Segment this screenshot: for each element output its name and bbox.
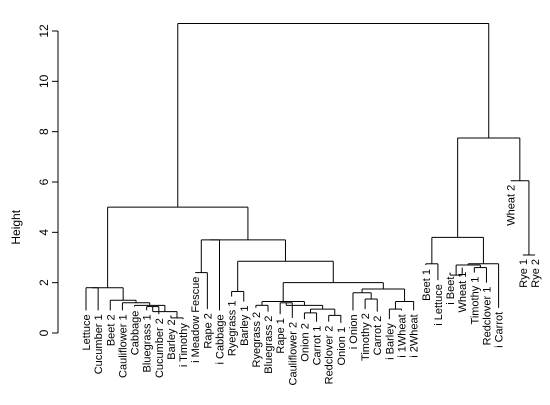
leaf-label: Ryegrass 2	[251, 312, 263, 368]
leaf-label: Barley 2	[166, 319, 178, 359]
leaf-label: Rape 2	[202, 313, 214, 348]
leaf-label: Carrot 1	[312, 326, 324, 366]
y-tick-label: 10	[37, 74, 51, 88]
y-tick-label: 6	[37, 178, 51, 185]
leaf-label: Onion 1	[336, 327, 348, 366]
leaf-label: Cauliflower 1	[117, 314, 129, 378]
y-tick-label: 4	[37, 229, 51, 236]
leaf-label: i Timothy	[178, 323, 190, 368]
leaf-label: i Carrot	[494, 312, 506, 348]
y-tick-label: 12	[37, 24, 51, 38]
leaf-label: Redclover 2	[324, 326, 336, 385]
leaf-label: i 2Wheat	[409, 314, 421, 357]
leaf-label: Lettuce	[81, 314, 93, 350]
y-tick-label: 2	[37, 279, 51, 286]
leaf-label: Bluegrass 1	[142, 314, 154, 372]
leaf-label: Cabbage	[130, 311, 142, 356]
leaf-label: Wheat 1	[457, 272, 469, 313]
leaf-label: Ryegrass 1	[227, 301, 239, 357]
leaf-label: Carrot 2	[372, 316, 384, 356]
leaf-label: i 1Wheat	[397, 314, 409, 357]
y-axis-label: Height	[9, 209, 23, 244]
y-axis: 0 2 4 6 8 10 12	[37, 24, 59, 336]
leaf-label: Redclover 1	[481, 287, 493, 346]
leaf-label: Cauliflower 2	[287, 322, 299, 386]
leaf-label: Cucumber 1	[93, 314, 105, 374]
y-tick-label: 8	[37, 128, 51, 135]
leaf-label: Timothy 1	[469, 277, 481, 325]
leaf-label: Onion 2	[299, 323, 311, 362]
leaf-label: Cucumber 2	[154, 318, 166, 378]
leaf-label: Barley 1	[239, 306, 251, 346]
leaf-label: Rye 2	[530, 259, 542, 288]
leaf-label: i Lettuce	[433, 284, 445, 326]
y-tick-label: 0	[37, 329, 51, 336]
leaf-label: Bluegrass 2	[263, 316, 275, 374]
dendrogram-branches	[85, 22, 535, 323]
leaf-labels: Lettuce Cucumber 1 Beet 2 Cauliflower 1 Cabb…	[81, 185, 542, 386]
leaf-label: Beet 1	[421, 269, 433, 301]
leaf-label: i Onion	[348, 314, 360, 349]
leaf-label: i Beet	[445, 277, 457, 305]
leaf-label: i Meadow Fescue	[190, 277, 202, 363]
leaf-label: Beet 2	[105, 314, 117, 346]
leaf-label: i Barley	[384, 323, 396, 360]
leaf-label: Wheat 2	[506, 185, 518, 226]
leaf-label: Timothy 2	[360, 313, 372, 361]
leaf-label: Rape 1	[275, 318, 287, 353]
leaf-label: Rye 1	[518, 259, 530, 288]
leaf-label: i Cabbage	[214, 314, 226, 364]
